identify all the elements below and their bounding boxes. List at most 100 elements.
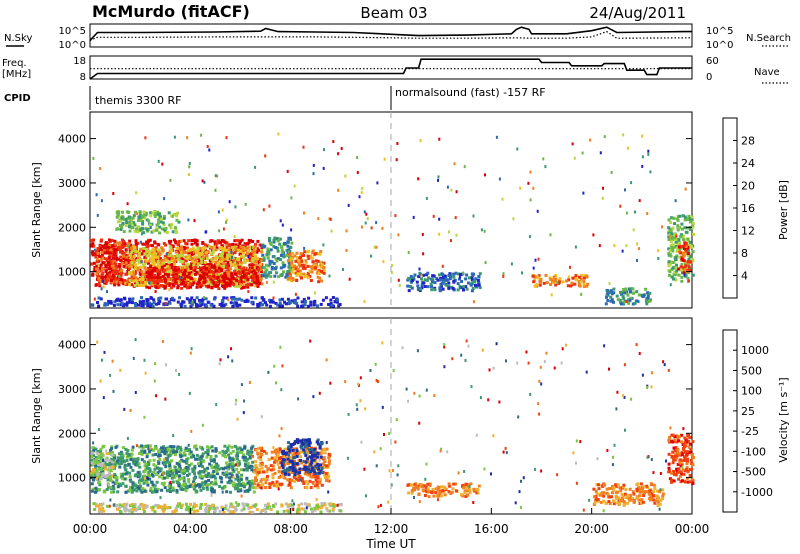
power-panel-scatter <box>100 287 103 291</box>
velocity-panel-cell-1 <box>260 463 264 467</box>
power-panel-cell-7 <box>190 296 194 300</box>
power-panel-cell-3 <box>225 281 229 285</box>
power-panel-cell-0 <box>140 252 144 256</box>
power-panel-cell-2 <box>134 265 138 269</box>
power-panel-cell-0 <box>113 283 117 287</box>
power-panel-cell-6 <box>137 219 140 222</box>
power-panel-cell-4 <box>267 264 271 268</box>
power-panel-cell-7 <box>200 298 204 302</box>
power-panel-cell-11 <box>689 255 693 259</box>
power-panel-cell-3 <box>224 276 228 280</box>
power-panel-cell-3 <box>208 275 212 279</box>
velocity-panel-cell-4 <box>440 485 444 489</box>
power-panel-cell-8 <box>422 281 426 285</box>
velocity-panel-cell-0 <box>148 450 152 454</box>
velocity-panel-cell-0 <box>235 473 239 477</box>
power-panel-cell-5 <box>288 253 292 257</box>
velocity-panel-cell-2 <box>304 453 308 457</box>
power-panel-cell-0 <box>243 242 247 246</box>
power-panel-cell-11 <box>670 275 674 279</box>
power-panel-cell-7 <box>234 297 237 301</box>
power-panel-scatter <box>625 244 628 248</box>
velocity-panel-cell-5 <box>659 498 663 502</box>
power-panel-cell-5 <box>301 266 305 270</box>
velocity-panel-cell-0 <box>152 458 156 462</box>
velocity-panel-cell-5 <box>602 494 606 498</box>
power-panel-cell-0 <box>259 270 263 273</box>
power-panel-cell-10 <box>644 299 648 303</box>
velocity-panel-cell-1 <box>281 474 284 478</box>
power-panel-cell-1 <box>98 279 102 282</box>
power-panel-cell-2 <box>131 263 134 267</box>
power-panel-cell-2 <box>254 284 258 288</box>
power-panel-cell-7 <box>162 302 166 306</box>
power-panel-scatter <box>178 248 181 252</box>
power-panel-cell-0 <box>209 264 213 268</box>
power-panel-cell-0 <box>105 259 109 262</box>
power-panel-cell-2 <box>210 246 214 250</box>
power-panel-cell-11 <box>670 236 674 240</box>
power-panel-cell-2 <box>169 246 173 250</box>
power-panel-cell-2 <box>241 251 245 255</box>
velocity-panel-cell-0 <box>231 449 235 453</box>
power-panel-cell-2 <box>141 272 145 276</box>
velocity-panel-cell-0 <box>218 485 222 488</box>
power-panel-cell-10 <box>616 298 620 302</box>
velocity-panel-cell-0 <box>94 490 97 494</box>
velocity-panel-cell-0 <box>172 448 176 452</box>
power-panel-cell-1 <box>114 242 118 246</box>
power-panel-cell-2 <box>245 246 249 250</box>
power-panel-cell-2 <box>254 260 258 263</box>
power-panel-cell-10 <box>622 288 626 291</box>
power-panel-cell-6 <box>170 223 174 227</box>
power-panel-cell-2 <box>172 255 176 259</box>
velocity-panel-cell-2 <box>308 441 312 445</box>
velocity-panel-cell-4 <box>424 486 428 489</box>
velocity-panel-cell-0 <box>160 473 164 477</box>
velocity-panel-cell-0 <box>213 460 216 464</box>
velocity-panel-cell-0 <box>184 485 188 489</box>
velocity-panel-cell-5 <box>593 501 597 505</box>
velocity-panel-cell-0 <box>116 490 120 494</box>
velocity-panel-cell-2 <box>287 445 291 449</box>
velocity-panel-cell-0 <box>138 473 142 477</box>
power-panel-cell-2 <box>197 255 201 259</box>
power-panel-cell-4 <box>268 262 272 266</box>
velocity-panel-cell-2 <box>308 438 311 442</box>
power-panel-cell-2 <box>151 248 155 252</box>
power-panel-cell-0 <box>207 263 211 267</box>
power-panel-cell-0 <box>158 257 162 260</box>
power-panel-cell-0 <box>91 250 94 254</box>
power-panel-scatter <box>649 170 652 174</box>
velocity-panel-cell-0 <box>228 476 232 480</box>
power-panel-cell-1 <box>103 251 107 255</box>
velocity-panel-cell-0 <box>177 484 181 488</box>
velocity-panel-cell-3 <box>104 475 108 479</box>
power-panel-scatter <box>432 214 435 218</box>
power-panel-cell-2 <box>189 279 193 283</box>
velocity-panel-cell-0 <box>235 451 239 455</box>
power-panel-cell-5 <box>300 276 303 280</box>
power-panel-cell-9 <box>580 274 584 278</box>
velocity-panel-cell-0 <box>142 460 146 464</box>
velocity-panel-cell-0 <box>242 468 246 472</box>
velocity-panel-cell-0 <box>142 481 146 485</box>
power-panel-scatter <box>529 170 532 174</box>
velocity-panel-cell-4 <box>464 495 468 498</box>
velocity-panel-cell-4 <box>447 482 451 486</box>
power-panel-cell-0 <box>190 262 194 265</box>
velocity-panel-cell-1 <box>271 464 275 468</box>
power-panel-scatter <box>93 297 96 301</box>
power-panel-scatter <box>99 167 102 170</box>
power-panel-scatter <box>356 156 359 159</box>
velocity-panel-cell-3 <box>96 472 100 476</box>
velocity-panel-cell-0 <box>248 487 252 491</box>
velocity-panel-cell-0 <box>145 455 149 459</box>
velocity-panel-cell-0 <box>250 479 254 483</box>
velocity-panel-cell-0 <box>236 461 240 464</box>
velocity-panel-cell-4 <box>476 491 480 495</box>
power-panel-cell-3 <box>153 281 157 285</box>
power-panel-scatter <box>512 217 515 221</box>
power-panel-cell-3 <box>194 272 197 276</box>
velocity-panel-cell-0 <box>154 464 158 468</box>
